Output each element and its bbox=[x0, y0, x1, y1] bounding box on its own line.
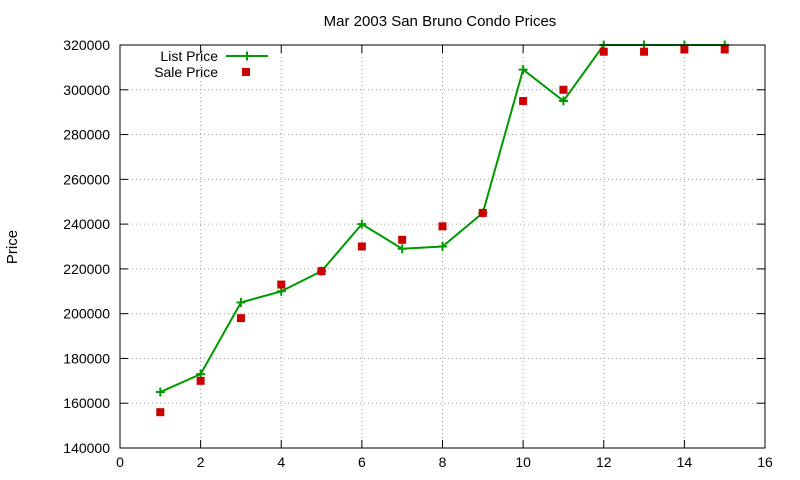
x-tick-label: 14 bbox=[677, 454, 693, 470]
legend-label: List Price bbox=[160, 48, 218, 64]
sale-price-point bbox=[398, 235, 407, 244]
sale-price-point bbox=[236, 314, 245, 323]
sale-price-point bbox=[640, 47, 649, 56]
sale-price-point bbox=[357, 242, 366, 251]
chart-title: Mar 2003 San Bruno Condo Prices bbox=[324, 13, 557, 30]
legend-label: Sale Price bbox=[154, 64, 218, 80]
x-tick-label: 8 bbox=[439, 454, 447, 470]
sale-price-point bbox=[680, 45, 689, 54]
legend-plus-marker bbox=[242, 51, 252, 61]
x-tick-label: 10 bbox=[515, 454, 531, 470]
sale-price-point bbox=[478, 208, 487, 217]
plot-frame bbox=[119, 44, 766, 449]
sale-price-point bbox=[196, 376, 205, 385]
sale-price-point bbox=[277, 280, 286, 289]
y-tick-label: 300000 bbox=[63, 82, 110, 98]
y-tick-label: 140000 bbox=[63, 440, 110, 456]
list-price-point bbox=[558, 96, 568, 106]
x-tick-label: 6 bbox=[358, 454, 366, 470]
y-tick-label: 320000 bbox=[63, 37, 110, 53]
list-price-point bbox=[357, 219, 367, 229]
x-tick-label: 2 bbox=[197, 454, 205, 470]
axis-ticks: 0 2 4 6 8 10 12 14 16 140000 160000 180000 200000 220… bbox=[63, 37, 773, 470]
sale-price-point bbox=[317, 267, 326, 276]
y-tick-label: 260000 bbox=[63, 171, 110, 187]
x-tick-label: 16 bbox=[757, 454, 773, 470]
list-price-point bbox=[518, 65, 528, 75]
y-tick-label: 220000 bbox=[63, 261, 110, 277]
list-price-point bbox=[155, 387, 165, 397]
series-group bbox=[155, 40, 730, 417]
x-tick-label: 4 bbox=[277, 454, 285, 470]
sale-price-point bbox=[519, 96, 528, 105]
y-tick-label: 160000 bbox=[63, 395, 110, 411]
y-tick-label: 200000 bbox=[63, 306, 110, 322]
legend-square-marker bbox=[242, 68, 250, 76]
list-price-point bbox=[236, 297, 246, 307]
y-tick-label: 280000 bbox=[63, 127, 110, 143]
sale-price-point bbox=[559, 85, 568, 94]
y-tick-label: 180000 bbox=[63, 350, 110, 366]
x-tick-label: 0 bbox=[116, 454, 124, 470]
list-price-point bbox=[438, 242, 447, 251]
list-price-point bbox=[397, 244, 407, 254]
sale-price-point bbox=[438, 222, 447, 231]
sale-price-point bbox=[720, 45, 729, 54]
y-axis-label: Price bbox=[4, 230, 21, 264]
sale-price-point bbox=[156, 408, 165, 417]
y-tick-label: 240000 bbox=[63, 216, 110, 232]
x-tick-label: 12 bbox=[596, 454, 612, 470]
sale-price-point bbox=[599, 47, 608, 56]
